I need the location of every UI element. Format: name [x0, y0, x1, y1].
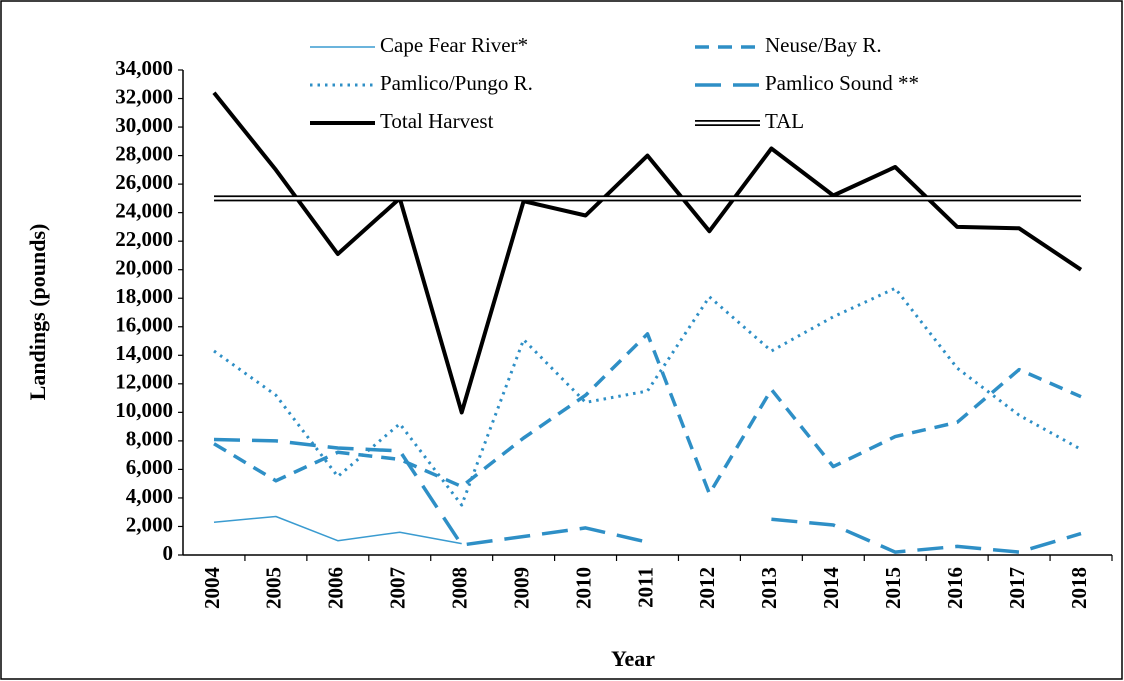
legend-label: TAL: [765, 109, 804, 133]
legend-label: Pamlico Sound **: [765, 71, 919, 95]
y-tick-label: 24,000: [115, 198, 173, 222]
legend-label: Neuse/Bay R.: [765, 33, 882, 57]
x-tick-label: 2008: [448, 567, 472, 609]
y-tick-label: 16,000: [115, 313, 173, 337]
y-tick-label: 30,000: [115, 113, 173, 137]
y-tick-label: 6,000: [126, 455, 173, 479]
series-line: [213, 332, 1082, 496]
x-tick-label: 2016: [943, 567, 967, 609]
x-tick-label: 2010: [571, 567, 595, 609]
y-axis-title: Landings (pounds): [25, 224, 50, 401]
y-tick-label: 2,000: [126, 512, 173, 536]
x-tick-label: 2017: [1005, 567, 1029, 609]
y-tick-label: 0: [163, 541, 174, 565]
x-tick-label: 2005: [262, 567, 286, 609]
y-tick-label: 22,000: [115, 227, 173, 251]
x-tick-label: 2007: [386, 567, 410, 609]
x-tick-label: 2014: [819, 567, 843, 610]
legend-label: Total Harvest: [380, 109, 494, 133]
y-tick-label: 8,000: [126, 427, 173, 451]
y-tick-label: 34,000: [115, 56, 173, 80]
x-tick-label: 2012: [695, 567, 719, 609]
legend-label: Pamlico/Pungo R.: [380, 71, 533, 95]
y-tick-label: 12,000: [115, 370, 173, 394]
y-tick-label: 20,000: [115, 256, 173, 280]
x-axis-title: Year: [611, 646, 655, 671]
y-tick-label: 18,000: [115, 284, 173, 308]
y-tick-label: 32,000: [115, 84, 173, 108]
series-line: [213, 515, 462, 545]
x-tick-label: 2006: [324, 567, 348, 609]
x-tick-label: 2009: [509, 567, 533, 609]
x-tick-label: 2004: [200, 567, 224, 610]
y-tick-label: 14,000: [115, 341, 173, 365]
x-tick-label: 2018: [1067, 567, 1091, 609]
legend-label: Cape Fear River*: [380, 33, 528, 57]
x-tick-label: 2013: [757, 567, 781, 609]
y-tick-label: 26,000: [115, 170, 173, 194]
y-tick-label: 10,000: [115, 398, 173, 422]
series-line: [213, 437, 1082, 554]
x-tick-label: 2015: [881, 567, 905, 609]
x-tick-label: 2011: [633, 567, 657, 608]
y-tick-label: 28,000: [115, 141, 173, 165]
y-tick-label: 4,000: [126, 484, 173, 508]
series-line: [212, 91, 1083, 415]
